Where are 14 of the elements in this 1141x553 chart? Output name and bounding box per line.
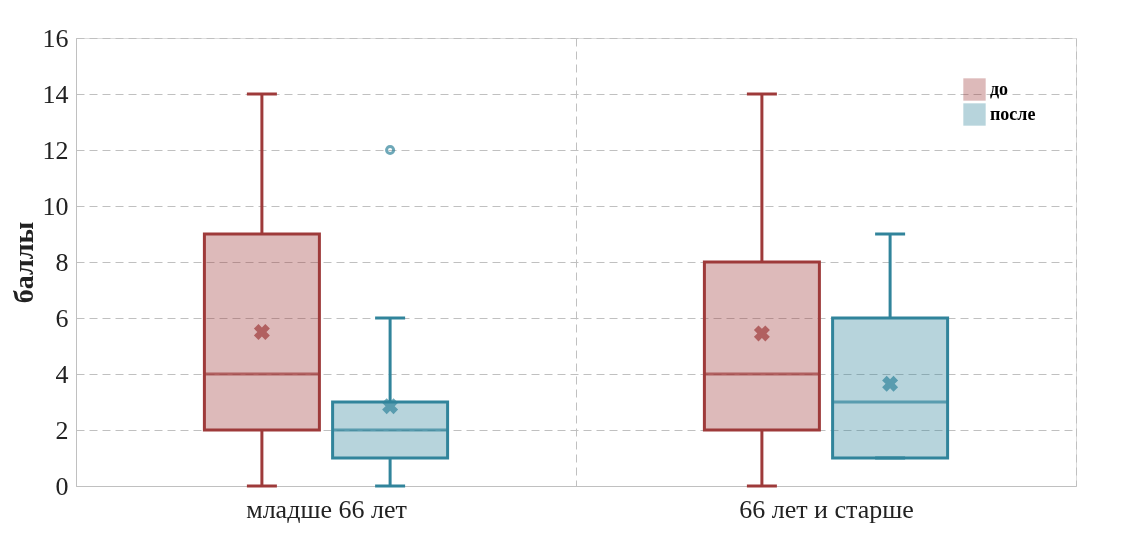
- y-tick-label: 2: [55, 415, 69, 445]
- y-tick-label: 14: [42, 79, 69, 109]
- y-tick-label: 8: [55, 247, 69, 277]
- x-tick-label: 66 лет и старше: [739, 494, 914, 524]
- y-tick-label: 0: [55, 471, 69, 501]
- legend-label: после: [990, 103, 1036, 124]
- y-tick-label: 10: [42, 191, 69, 221]
- y-tick-label: 12: [42, 135, 69, 165]
- legend-label: до: [990, 78, 1009, 99]
- y-tick-label: 6: [55, 303, 69, 333]
- x-tick-label: младше 66 лет: [246, 494, 407, 524]
- y-axis-title: баллы: [7, 221, 39, 304]
- y-tick-label: 16: [42, 23, 69, 53]
- y-tick-label: 4: [55, 359, 69, 389]
